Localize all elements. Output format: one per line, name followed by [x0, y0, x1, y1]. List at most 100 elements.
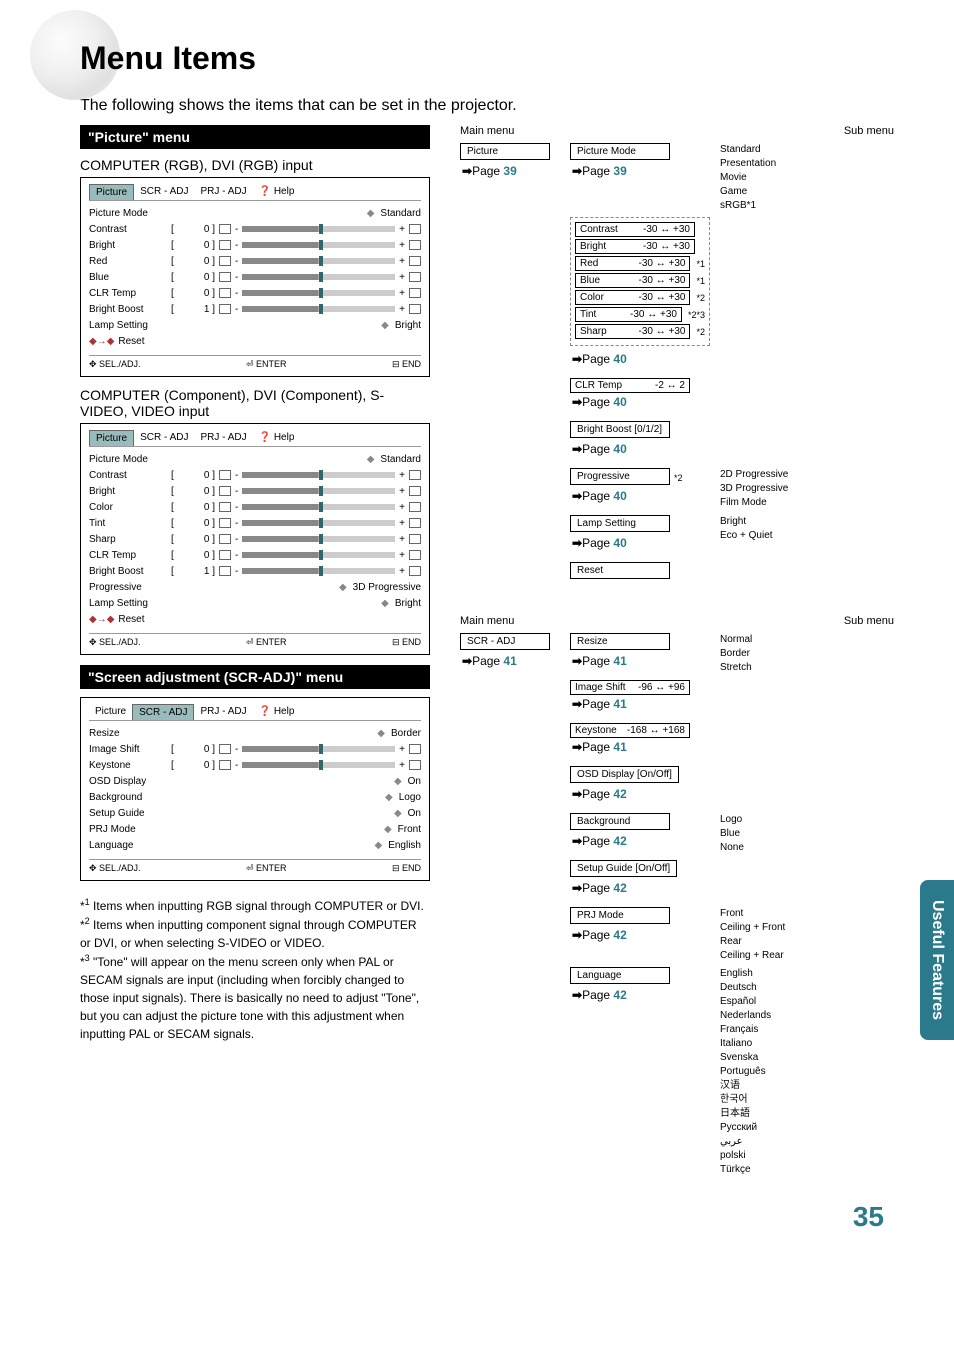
osd-tabs-3: Picture SCR - ADJ PRJ - ADJ ❓ Help: [89, 704, 421, 721]
sel-adj-label-2: ✥ SEL./ADJ.: [89, 637, 141, 648]
page-ref-setup: ➡Page 42: [572, 881, 710, 895]
tab-scr: SCR - ADJ: [134, 184, 194, 200]
sel-adj-label-3: ✥ SEL./ADJ.: [89, 863, 141, 874]
footnotes: *1 Items when inputting RGB signal throu…: [80, 896, 430, 1043]
page-ref-lang: ➡Page 42: [572, 988, 710, 1002]
sub-item: Game: [720, 185, 840, 199]
footnote-2: *2 Items when inputting component signal…: [80, 915, 430, 952]
osd-row: Bright[0 ]-+: [89, 237, 421, 253]
side-tab: Useful Features: [920, 880, 954, 1040]
osd-row: Sharp[0 ]-+: [89, 531, 421, 547]
tab-prj-3: PRJ - ADJ: [194, 704, 252, 720]
page-content: Menu Items The following shows the items…: [0, 0, 954, 1273]
node-clr-temp: CLR Temp-2 ↔ 2: [570, 378, 690, 393]
input2-label: COMPUTER (Component), DVI (Component), S…: [80, 387, 430, 419]
tree1: Picture ➡Page 39 Picture Mode ➡Page 39 S…: [460, 143, 894, 581]
adjustment-row: Bright-30 ↔ +30: [575, 239, 705, 254]
tree2: SCR - ADJ ➡Page 41 Resize ➡Page 41 Norma…: [460, 633, 894, 1177]
sub-item: sRGB*1: [720, 199, 840, 213]
osd-row: Progressive3D Progressive: [89, 579, 421, 595]
end-label-3: ⊟ END: [392, 863, 421, 874]
background-subs: LogoBlueNone: [720, 813, 840, 855]
lamp-subs: BrightEco + Quiet: [720, 515, 840, 543]
columns: "Picture" menu COMPUTER (RGB), DVI (RGB)…: [80, 125, 894, 1181]
page-ref-picture-mode: ➡Page 39: [572, 164, 710, 178]
sub-item: Nederlands: [720, 1009, 840, 1023]
osd-row: Lamp SettingBright: [89, 595, 421, 611]
sub-item: Movie: [720, 171, 840, 185]
tab-prj-2: PRJ - ADJ: [194, 430, 252, 446]
osd-tabs: Picture SCR - ADJ PRJ - ADJ ❓ Help: [89, 184, 421, 201]
osd-row: BackgroundLogo: [89, 789, 421, 805]
node-keystone: Keystone-168 ↔ +168: [570, 723, 690, 738]
tab-picture-3: Picture: [89, 704, 132, 720]
osd-row: OSD DisplayOn: [89, 773, 421, 789]
sub-item: Italiano: [720, 1037, 840, 1051]
tab-help: ❓ Help: [253, 184, 301, 200]
osd-row: Picture ModeStandard: [89, 205, 421, 221]
enter-label-2: ⏎ ENTER: [246, 637, 287, 648]
sub-item: Border: [720, 647, 840, 661]
sub-item: Eco + Quiet: [720, 529, 840, 543]
sub-item: 한국어: [720, 1093, 840, 1107]
sub-item: Bright: [720, 515, 840, 529]
osd-row: Bright Boost[1 ]-+: [89, 563, 421, 579]
page-ref-clr: ➡Page 40: [572, 395, 710, 409]
sub-menu-head: Sub menu: [844, 125, 894, 137]
input1-label: COMPUTER (RGB), DVI (RGB) input: [80, 157, 430, 173]
osd-row: Setup GuideOn: [89, 805, 421, 821]
osd-picture-rgb: Picture SCR - ADJ PRJ - ADJ ❓ Help Pictu…: [80, 177, 430, 377]
tab-prj: PRJ - ADJ: [194, 184, 252, 200]
node-bright-boost: Bright Boost [0/1/2]: [570, 421, 670, 438]
tab-scr-3: SCR - ADJ: [132, 704, 194, 720]
osd-row: Contrast[0 ]-+: [89, 467, 421, 483]
tab-picture-2: Picture: [89, 430, 134, 446]
sub-item: 日本語: [720, 1107, 840, 1121]
page-ref-bb: ➡Page 40: [572, 442, 710, 456]
osd-tabs-2: Picture SCR - ADJ PRJ - ADJ ❓ Help: [89, 430, 421, 447]
language-subs: EnglishDeutschEspañolNederlandsFrançaisI…: [720, 967, 840, 1177]
enter-label: ⏎ ENTER: [246, 359, 287, 370]
page-ref-prog: ➡Page 40: [572, 489, 710, 503]
page-ref-is: ➡Page 41: [572, 697, 710, 711]
osd-row: Image Shift[0 ]-+: [89, 741, 421, 757]
sub-item: 汉语: [720, 1079, 840, 1093]
sub-item: Presentation: [720, 157, 840, 171]
page-ref-lamp: ➡Page 40: [572, 536, 710, 550]
tab-help-3: ❓ Help: [253, 704, 301, 720]
node-resize: Resize: [570, 633, 670, 650]
sub-item: None: [720, 841, 840, 855]
osd-row: ◆→◆Reset: [89, 333, 421, 349]
node-prj: PRJ Mode: [570, 907, 670, 924]
end-label: ⊟ END: [392, 359, 421, 370]
enter-label-3: ⏎ ENTER: [246, 863, 287, 874]
page-ref-ks: ➡Page 41: [572, 740, 710, 754]
sub-item: Français: [720, 1023, 840, 1037]
osd-row: Bright[0 ]-+: [89, 483, 421, 499]
osd-footer-3: ✥ SEL./ADJ. ⏎ ENTER ⊟ END: [89, 859, 421, 874]
osd-row: Keystone[0 ]-+: [89, 757, 421, 773]
sub-item: Ceiling + Rear: [720, 949, 840, 963]
osd-row: Tint[0 ]-+: [89, 515, 421, 531]
sub-item: polski: [720, 1149, 840, 1163]
tab-picture: Picture: [89, 184, 134, 200]
sub-item: Normal: [720, 633, 840, 647]
adjustment-row: Red-30 ↔ +30*1: [575, 256, 705, 271]
osd-row: Blue[0 ]-+: [89, 269, 421, 285]
node-background: Background: [570, 813, 670, 830]
progressive-note: *2: [674, 473, 683, 483]
osd-row: Bright Boost[1 ]-+: [89, 301, 421, 317]
tree1-header: Main menu Sub menu: [460, 125, 894, 137]
progressive-subs: 2D Progressive3D ProgressiveFilm Mode: [720, 468, 840, 510]
node-reset: Reset: [570, 562, 670, 579]
page-ref-picture: ➡Page 39: [462, 164, 560, 178]
page-number: 35: [80, 1201, 894, 1233]
scr-menu-header: "Screen adjustment (SCR-ADJ)" menu: [80, 665, 430, 689]
page-ref-resize: ➡Page 41: [572, 654, 710, 668]
sub-item: Logo: [720, 813, 840, 827]
osd-row: Red[0 ]-+: [89, 253, 421, 269]
sub-item: Front: [720, 907, 840, 921]
tree2-header: Main menu Sub menu: [460, 615, 894, 627]
osd-scr-adj: Picture SCR - ADJ PRJ - ADJ ❓ Help Resiz…: [80, 697, 430, 881]
right-column: Main menu Sub menu Picture ➡Page 39 Pict…: [460, 125, 894, 1181]
